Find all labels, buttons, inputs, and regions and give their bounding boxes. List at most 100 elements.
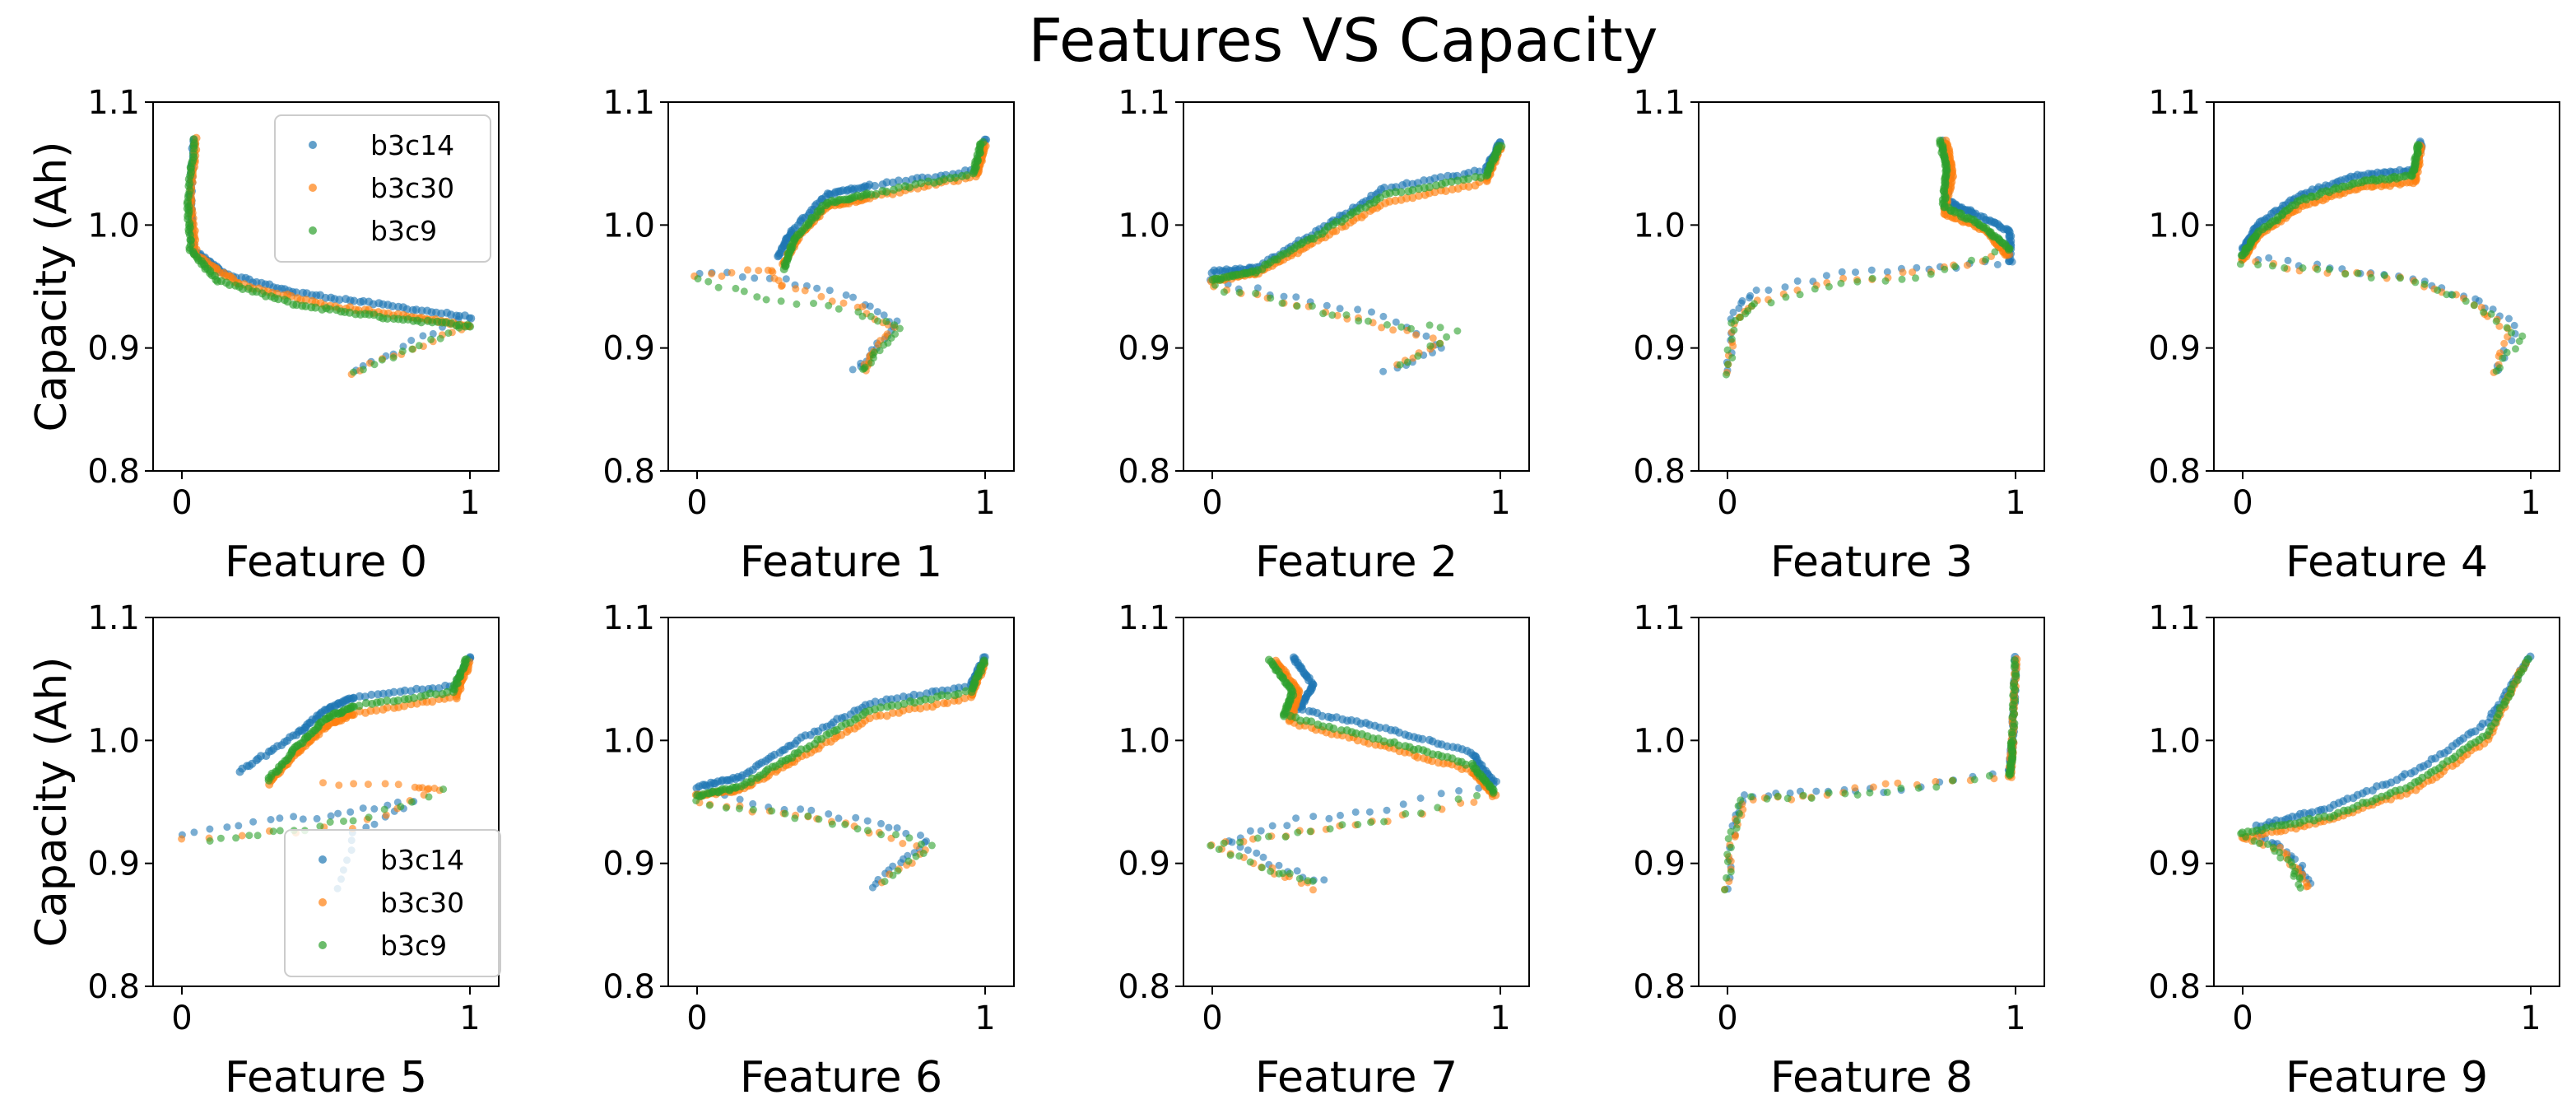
data-point <box>1286 869 1294 878</box>
data-point <box>2290 872 2298 880</box>
y-tick-label: 1.0 <box>2148 207 2201 245</box>
data-point <box>1412 331 1420 339</box>
data-point <box>1226 851 1235 860</box>
data-point <box>849 293 857 301</box>
data-point <box>301 296 310 305</box>
data-point <box>1325 814 1333 822</box>
data-point <box>299 815 307 823</box>
y-tick-label: 0.8 <box>1118 453 1170 491</box>
data-point <box>927 695 936 704</box>
x-tick-label: 1 <box>2005 484 2025 522</box>
data-point <box>1473 791 1481 799</box>
x-tick-label: 0 <box>686 484 707 522</box>
data-point <box>924 177 932 186</box>
data-point <box>340 818 347 825</box>
data-point <box>704 277 713 286</box>
data-point <box>842 291 850 299</box>
data-point <box>1724 835 1732 843</box>
y-tick-label: 1.0 <box>1633 207 1686 245</box>
x-tick-label: 1 <box>2520 484 2541 522</box>
data-point <box>1932 777 1940 785</box>
data-point <box>1793 277 1802 285</box>
data-point <box>350 780 358 788</box>
data-point <box>350 368 358 376</box>
series-b3c14-panel-6 <box>692 653 989 892</box>
data-point <box>1729 342 1737 350</box>
y-tick-label: 0.9 <box>1118 846 1170 883</box>
data-point <box>235 767 244 776</box>
data-point <box>1822 272 1830 280</box>
y-tick-label: 0.8 <box>602 968 655 1006</box>
data-point <box>1235 288 1244 296</box>
data-point <box>874 341 882 349</box>
data-point <box>1868 274 1876 282</box>
data-point <box>807 806 816 814</box>
data-point <box>1723 858 1732 865</box>
data-point <box>1280 292 1288 301</box>
x-tick-label: 0 <box>1202 999 1222 1037</box>
data-point <box>957 171 966 180</box>
data-point <box>1951 263 1959 271</box>
data-point <box>1774 792 1782 800</box>
data-point <box>1733 817 1741 825</box>
data-point <box>1354 821 1362 828</box>
data-point <box>1355 317 1363 325</box>
data-point <box>1426 342 1434 350</box>
legend-label: b3c9 <box>380 930 447 962</box>
data-point <box>380 805 388 813</box>
x-tick-label: 1 <box>2520 999 2541 1037</box>
data-point <box>1220 288 1228 296</box>
data-point <box>714 283 723 291</box>
legend-marker <box>309 141 317 149</box>
data-point <box>1838 268 1846 276</box>
data-point <box>1723 850 1732 859</box>
data-point <box>1383 806 1391 814</box>
data-point <box>1796 291 1804 299</box>
data-point <box>1963 261 1971 269</box>
data-point <box>1985 771 1993 780</box>
data-point <box>1399 800 1407 808</box>
y-tick-label: 0.9 <box>602 330 655 368</box>
data-point <box>1323 301 1331 310</box>
data-point <box>835 305 843 313</box>
data-point <box>1309 813 1318 821</box>
data-point <box>350 296 359 305</box>
series-b3c9-panel-4 <box>2236 141 2527 375</box>
series-b3c9-panel-3 <box>1723 136 2014 379</box>
data-point <box>1455 787 1463 794</box>
y-tick-label: 1.1 <box>1118 599 1170 637</box>
y-tick-label: 1.0 <box>602 207 655 245</box>
axes-frame <box>2213 617 2560 987</box>
data-point <box>1367 818 1375 827</box>
data-point <box>1453 176 1462 185</box>
data-point <box>1392 318 1400 326</box>
data-point <box>370 820 379 828</box>
data-point <box>2448 291 2457 299</box>
series-b3c14-panel-1 <box>695 135 991 374</box>
data-point <box>877 819 885 827</box>
data-point <box>2492 367 2500 375</box>
legend: b3c14 b3c30 b3c9 <box>274 114 491 263</box>
data-point <box>2368 786 2377 795</box>
panel-0: 0.8 0.9 1.0 1.1 0 1 Feature 0 Capacity (Ah) b3c1… <box>27 84 500 587</box>
data-point <box>1280 711 1289 720</box>
data-point <box>1379 367 1388 375</box>
data-point <box>1319 310 1328 318</box>
data-point <box>919 850 928 857</box>
panel-4: 0.8 0.9 1.0 1.1 0 1 Feature 4 <box>2148 84 2560 587</box>
data-point <box>2508 329 2515 337</box>
data-point <box>905 834 914 842</box>
data-point <box>740 287 748 296</box>
data-point <box>866 302 874 310</box>
data-point <box>465 314 473 322</box>
data-point <box>2265 254 2273 262</box>
data-point <box>416 318 425 327</box>
data-point <box>2512 345 2519 353</box>
data-point <box>1782 293 1790 301</box>
data-point <box>1734 802 1742 810</box>
legend-marker <box>309 184 317 192</box>
data-point <box>804 812 812 820</box>
data-point <box>2325 265 2333 273</box>
data-point <box>1416 794 1425 802</box>
